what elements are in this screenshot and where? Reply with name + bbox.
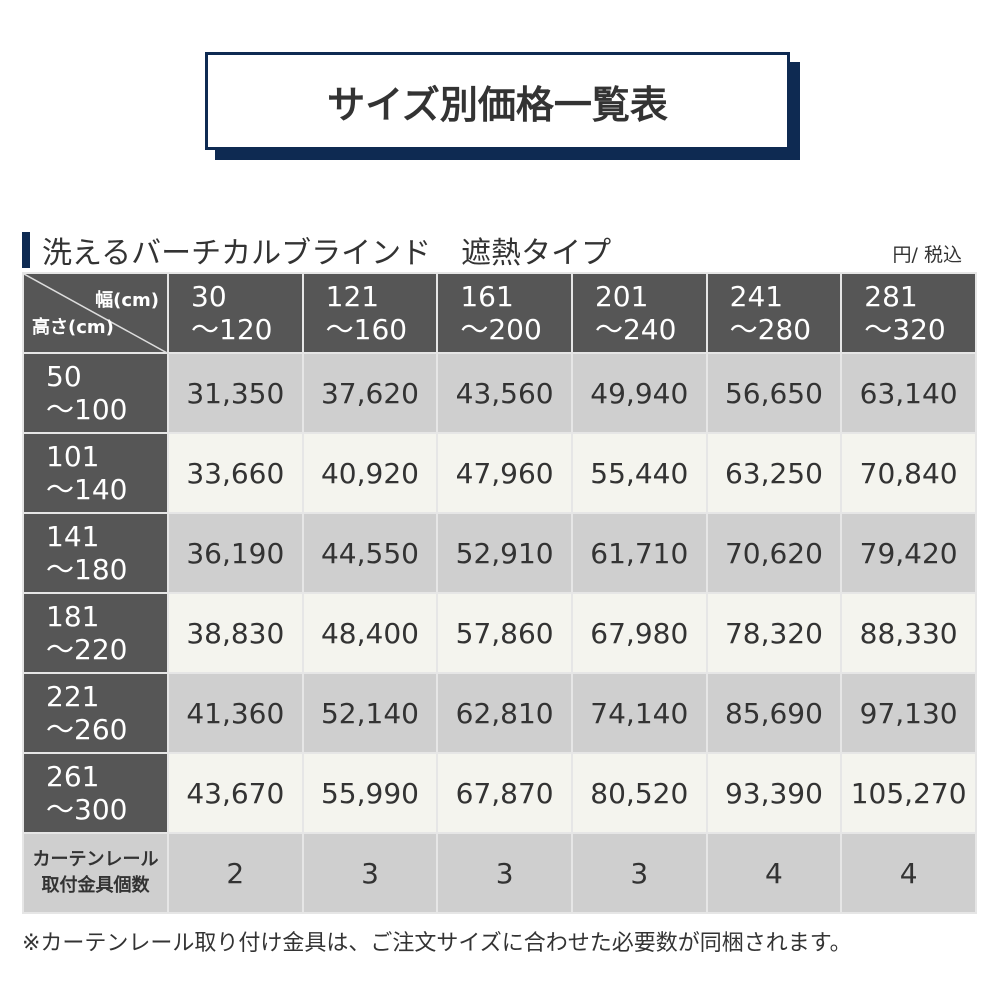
price-cell: 52,140 — [301, 672, 439, 754]
price-cell: 47,960 — [436, 432, 573, 514]
price-cell: 63,250 — [705, 432, 843, 514]
price-cell: 48,400 — [301, 592, 439, 674]
table-row: 261 ～300 43,670 55,990 67,870 80,520 93,390 105… — [22, 752, 977, 834]
price-cell: 105,270 — [840, 752, 977, 834]
price-table: 幅(cm) 高さ(cm) 30 ～120 121 ～160 161 ～200 201 ～240 24… — [22, 272, 977, 914]
width-axis-label: 幅(cm) — [95, 290, 159, 311]
price-cell: 88,330 — [840, 592, 977, 674]
price-cell: 49,940 — [570, 352, 708, 434]
price-cell: 61,710 — [570, 512, 708, 594]
unit-label: 円/ 税込 — [892, 244, 962, 266]
price-cell: 40,920 — [301, 432, 439, 514]
price-cell: 85,690 — [705, 672, 843, 754]
price-cell: 36,190 — [167, 512, 304, 594]
price-cell: 74,140 — [570, 672, 708, 754]
bracket-count-cell: 2 — [167, 832, 304, 914]
price-cell: 63,140 — [840, 352, 977, 434]
price-cell: 38,830 — [167, 592, 304, 674]
price-cell: 33,660 — [167, 432, 304, 514]
bracket-count-header: カーテンレール 取付金具個数 — [22, 832, 169, 914]
price-cell: 80,520 — [570, 752, 708, 834]
price-cell: 31,350 — [167, 352, 304, 434]
width-range-header: 281 ～320 — [840, 272, 977, 354]
diagonal-divider — [24, 274, 169, 354]
section-heading-text: 洗えるバーチカルブラインド 遮熱タイプ — [42, 236, 612, 271]
price-cell: 37,620 — [301, 352, 439, 434]
price-cell: 55,990 — [301, 752, 439, 834]
height-range-header: 261 ～300 — [22, 752, 169, 834]
width-range-header: 121 ～160 — [301, 272, 439, 354]
price-cell: 67,870 — [436, 752, 573, 834]
bracket-count-cell: 3 — [436, 832, 573, 914]
page-title: サイズ別価格一覧表 — [205, 52, 790, 150]
height-range-header: 181 ～220 — [22, 592, 169, 674]
corner-cell: 幅(cm) 高さ(cm) — [22, 272, 169, 354]
price-cell: 52,910 — [436, 512, 573, 594]
price-cell: 70,840 — [840, 432, 977, 514]
price-cell: 57,860 — [436, 592, 573, 674]
bracket-count-cell: 3 — [301, 832, 439, 914]
price-cell: 56,650 — [705, 352, 843, 434]
width-range-header: 241 ～280 — [705, 272, 843, 354]
price-cell: 79,420 — [840, 512, 977, 594]
price-cell: 41,360 — [167, 672, 304, 754]
price-cell: 44,550 — [301, 512, 439, 594]
bracket-count-row: カーテンレール 取付金具個数 2 3 3 3 4 4 — [22, 832, 977, 914]
height-range-header: 221 ～260 — [22, 672, 169, 754]
width-range-header: 201 ～240 — [570, 272, 708, 354]
width-range-header: 30 ～120 — [167, 272, 304, 354]
header-row: 幅(cm) 高さ(cm) 30 ～120 121 ～160 161 ～200 201 ～240 24… — [22, 272, 977, 354]
table-row: 50 ～100 31,350 37,620 43,560 49,940 56,650 63,1… — [22, 352, 977, 434]
title-banner: サイズ別価格一覧表 — [205, 52, 800, 160]
bracket-count-cell: 4 — [705, 832, 843, 914]
price-cell: 70,620 — [705, 512, 843, 594]
footnote: ※カーテンレール取り付け金具は、ご注文サイズに合わせた必要数が同梱されます。 — [22, 931, 852, 956]
price-cell: 78,320 — [705, 592, 843, 674]
table-row: 181 ～220 38,830 48,400 57,860 67,980 78,320 88,… — [22, 592, 977, 674]
bracket-count-cell: 4 — [840, 832, 977, 914]
table-row: 141 ～180 36,190 44,550 52,910 61,710 70,620 79,… — [22, 512, 977, 594]
width-range-header: 161 ～200 — [436, 272, 573, 354]
price-cell: 97,130 — [840, 672, 977, 754]
price-cell: 93,390 — [705, 752, 843, 834]
price-cell: 67,980 — [570, 592, 708, 674]
price-cell: 43,670 — [167, 752, 304, 834]
section-heading: 洗えるバーチカルブラインド 遮熱タイプ — [22, 228, 611, 272]
height-axis-label: 高さ(cm) — [32, 317, 114, 338]
height-range-header: 50 ～100 — [22, 352, 169, 434]
price-cell: 62,810 — [436, 672, 573, 754]
price-cell: 43,560 — [436, 352, 573, 434]
price-cell: 55,440 — [570, 432, 708, 514]
bracket-count-cell: 3 — [570, 832, 708, 914]
height-range-header: 101 ～140 — [22, 432, 169, 514]
height-range-header: 141 ～180 — [22, 512, 169, 594]
table-row: 101 ～140 33,660 40,920 47,960 55,440 63,250 70,… — [22, 432, 977, 514]
heading-accent-bar — [22, 232, 30, 268]
table-row: 221 ～260 41,360 52,140 62,810 74,140 85,690 97,… — [22, 672, 977, 754]
